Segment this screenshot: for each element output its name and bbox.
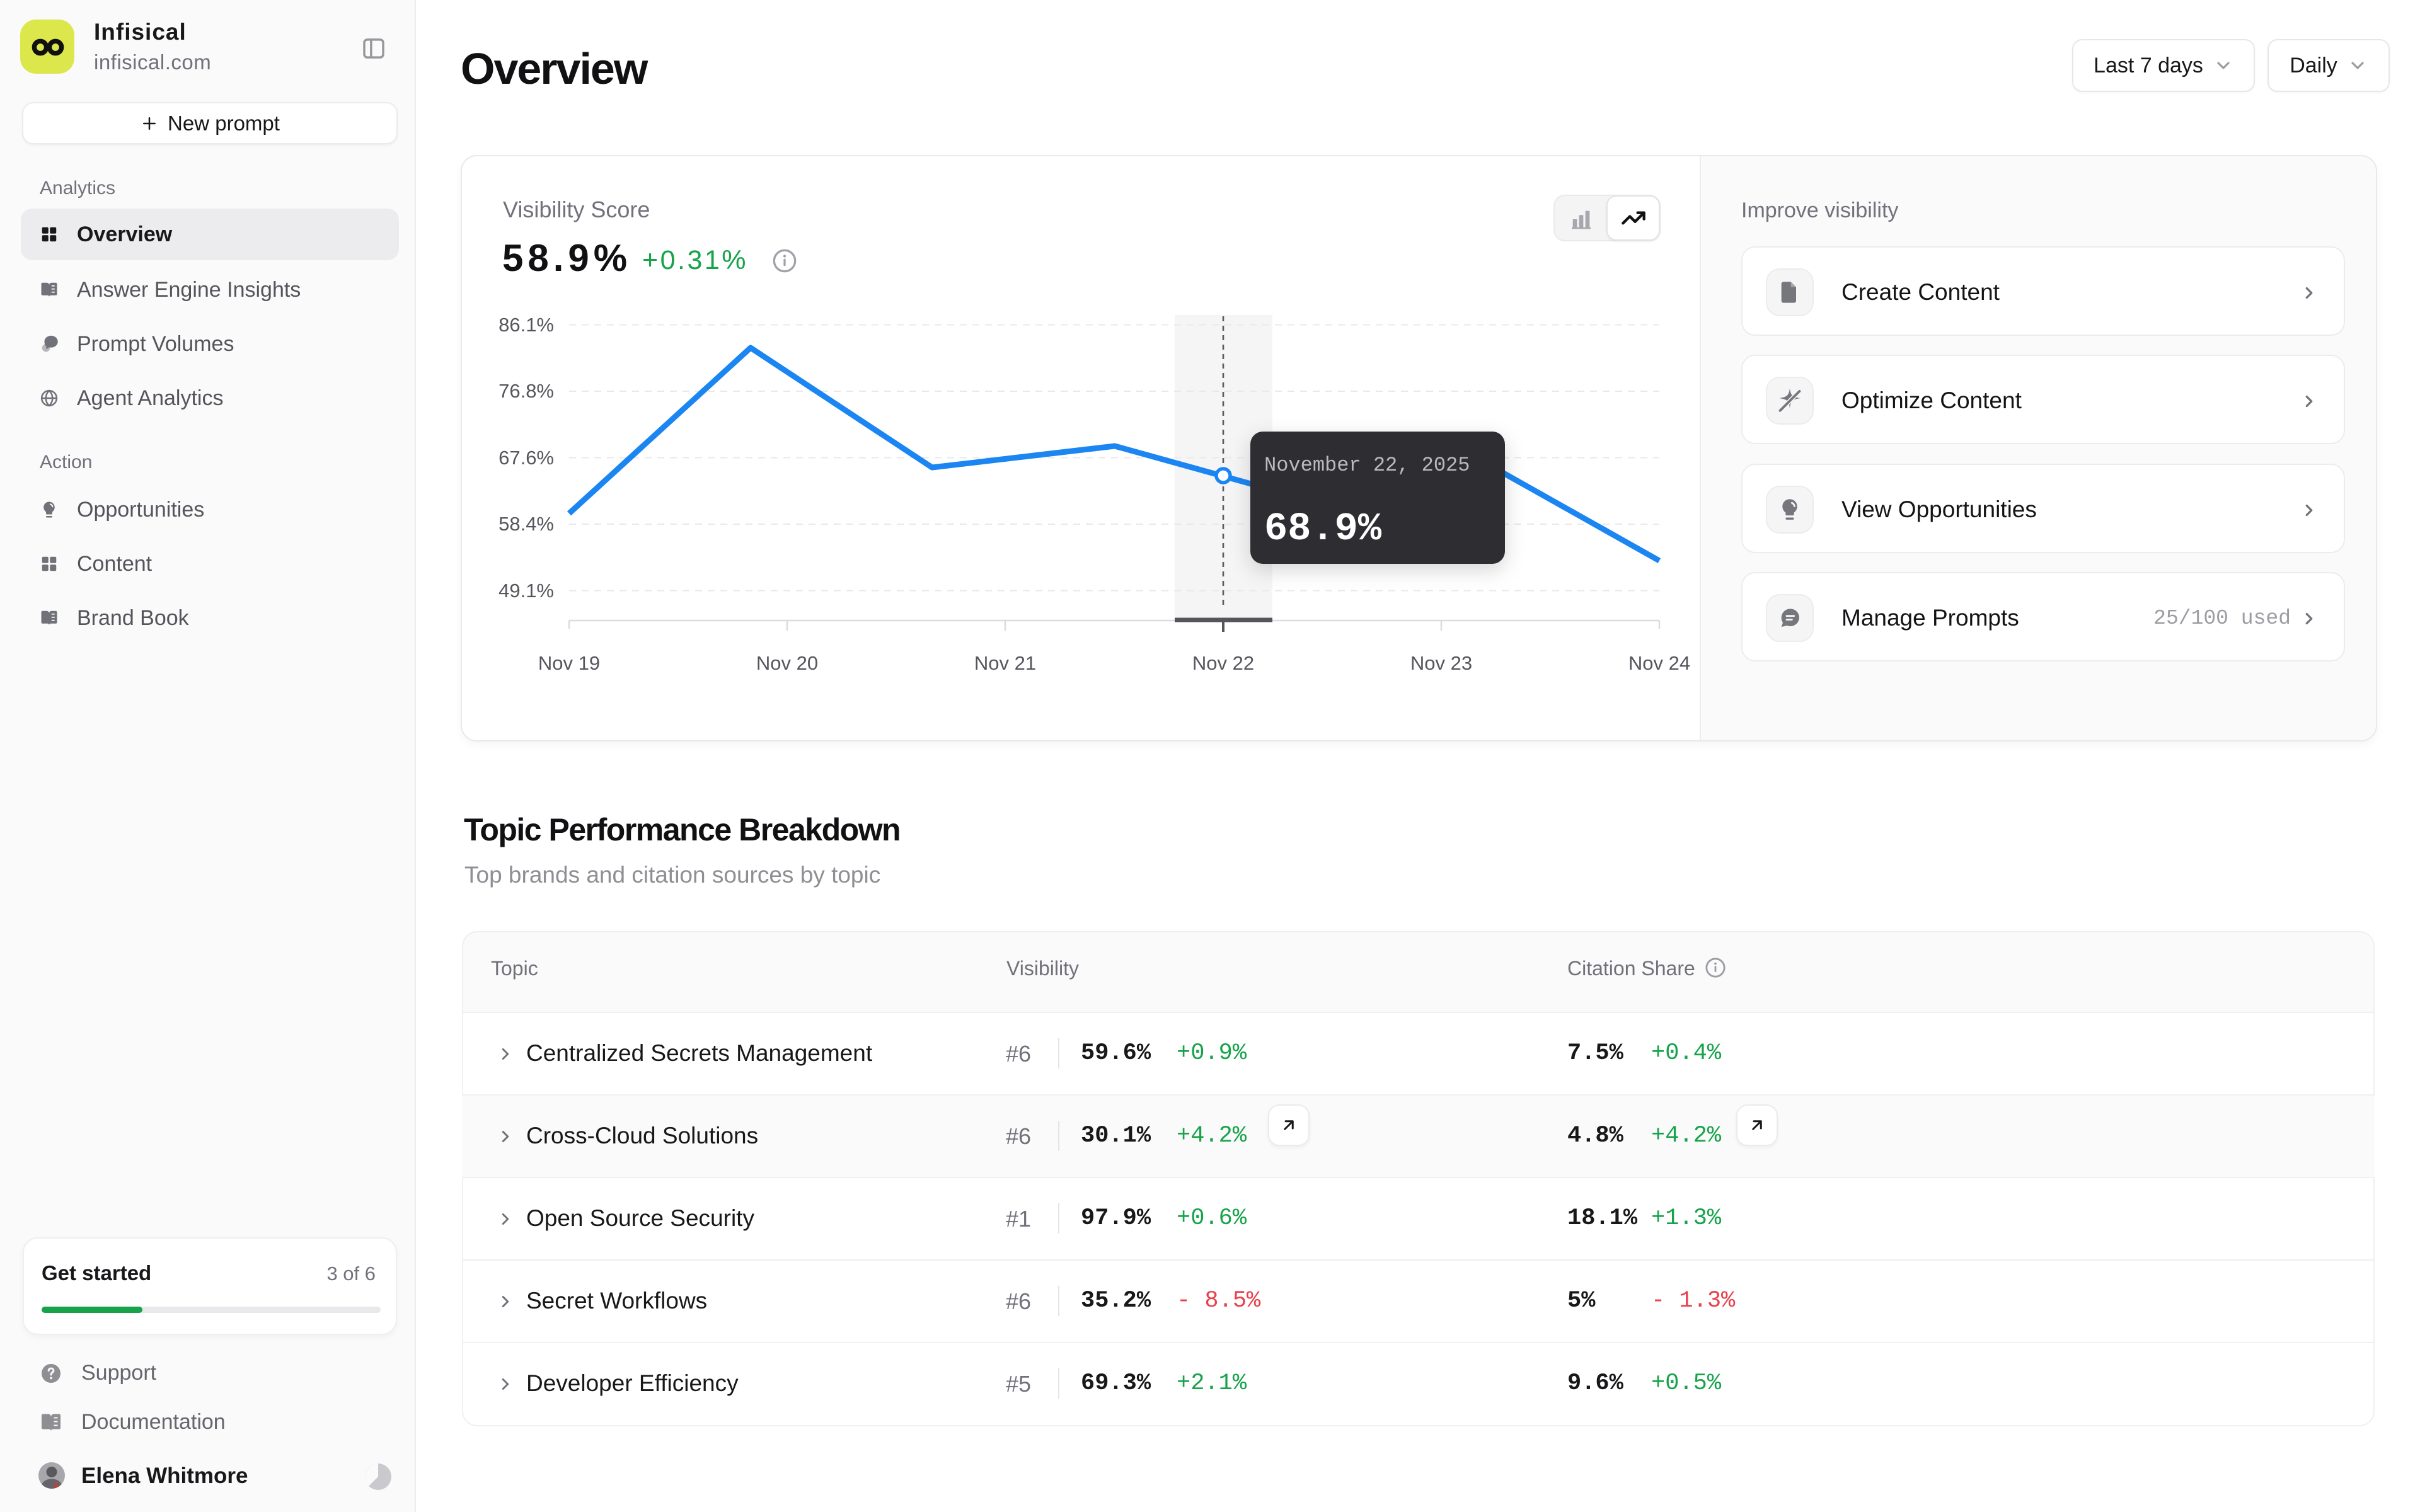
svg-text:58.4%: 58.4% <box>498 513 554 535</box>
svg-text:49.1%: 49.1% <box>498 580 554 602</box>
svg-text:Nov 19: Nov 19 <box>538 652 600 674</box>
svg-text:Nov 22: Nov 22 <box>1192 652 1254 674</box>
svg-text:86.1%: 86.1% <box>498 314 554 336</box>
svg-text:76.8%: 76.8% <box>498 380 554 402</box>
svg-text:Nov 21: Nov 21 <box>974 652 1036 674</box>
svg-text:Nov 20: Nov 20 <box>756 652 818 674</box>
svg-text:68.9%: 68.9% <box>1264 507 1382 551</box>
svg-text:67.6%: 67.6% <box>498 447 554 469</box>
svg-text:Nov 23: Nov 23 <box>1410 652 1472 674</box>
svg-text:Nov 24: Nov 24 <box>1628 652 1690 674</box>
svg-text:November 22, 2025: November 22, 2025 <box>1264 454 1470 477</box>
